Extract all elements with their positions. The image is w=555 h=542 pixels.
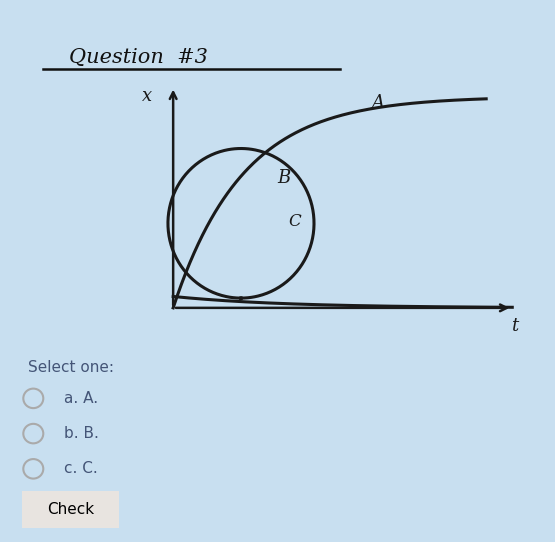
Text: A: A <box>371 94 385 112</box>
Text: Question  #3: Question #3 <box>69 48 208 67</box>
Text: c. C.: c. C. <box>64 461 98 476</box>
Text: C: C <box>288 213 301 230</box>
Text: t: t <box>511 317 518 335</box>
FancyBboxPatch shape <box>20 490 121 529</box>
Text: x: x <box>142 87 152 106</box>
Text: a. A.: a. A. <box>64 391 98 406</box>
Text: Select one:: Select one: <box>28 360 114 376</box>
Text: b. B.: b. B. <box>64 426 99 441</box>
Text: Check: Check <box>47 502 94 517</box>
Text: B: B <box>278 169 291 187</box>
